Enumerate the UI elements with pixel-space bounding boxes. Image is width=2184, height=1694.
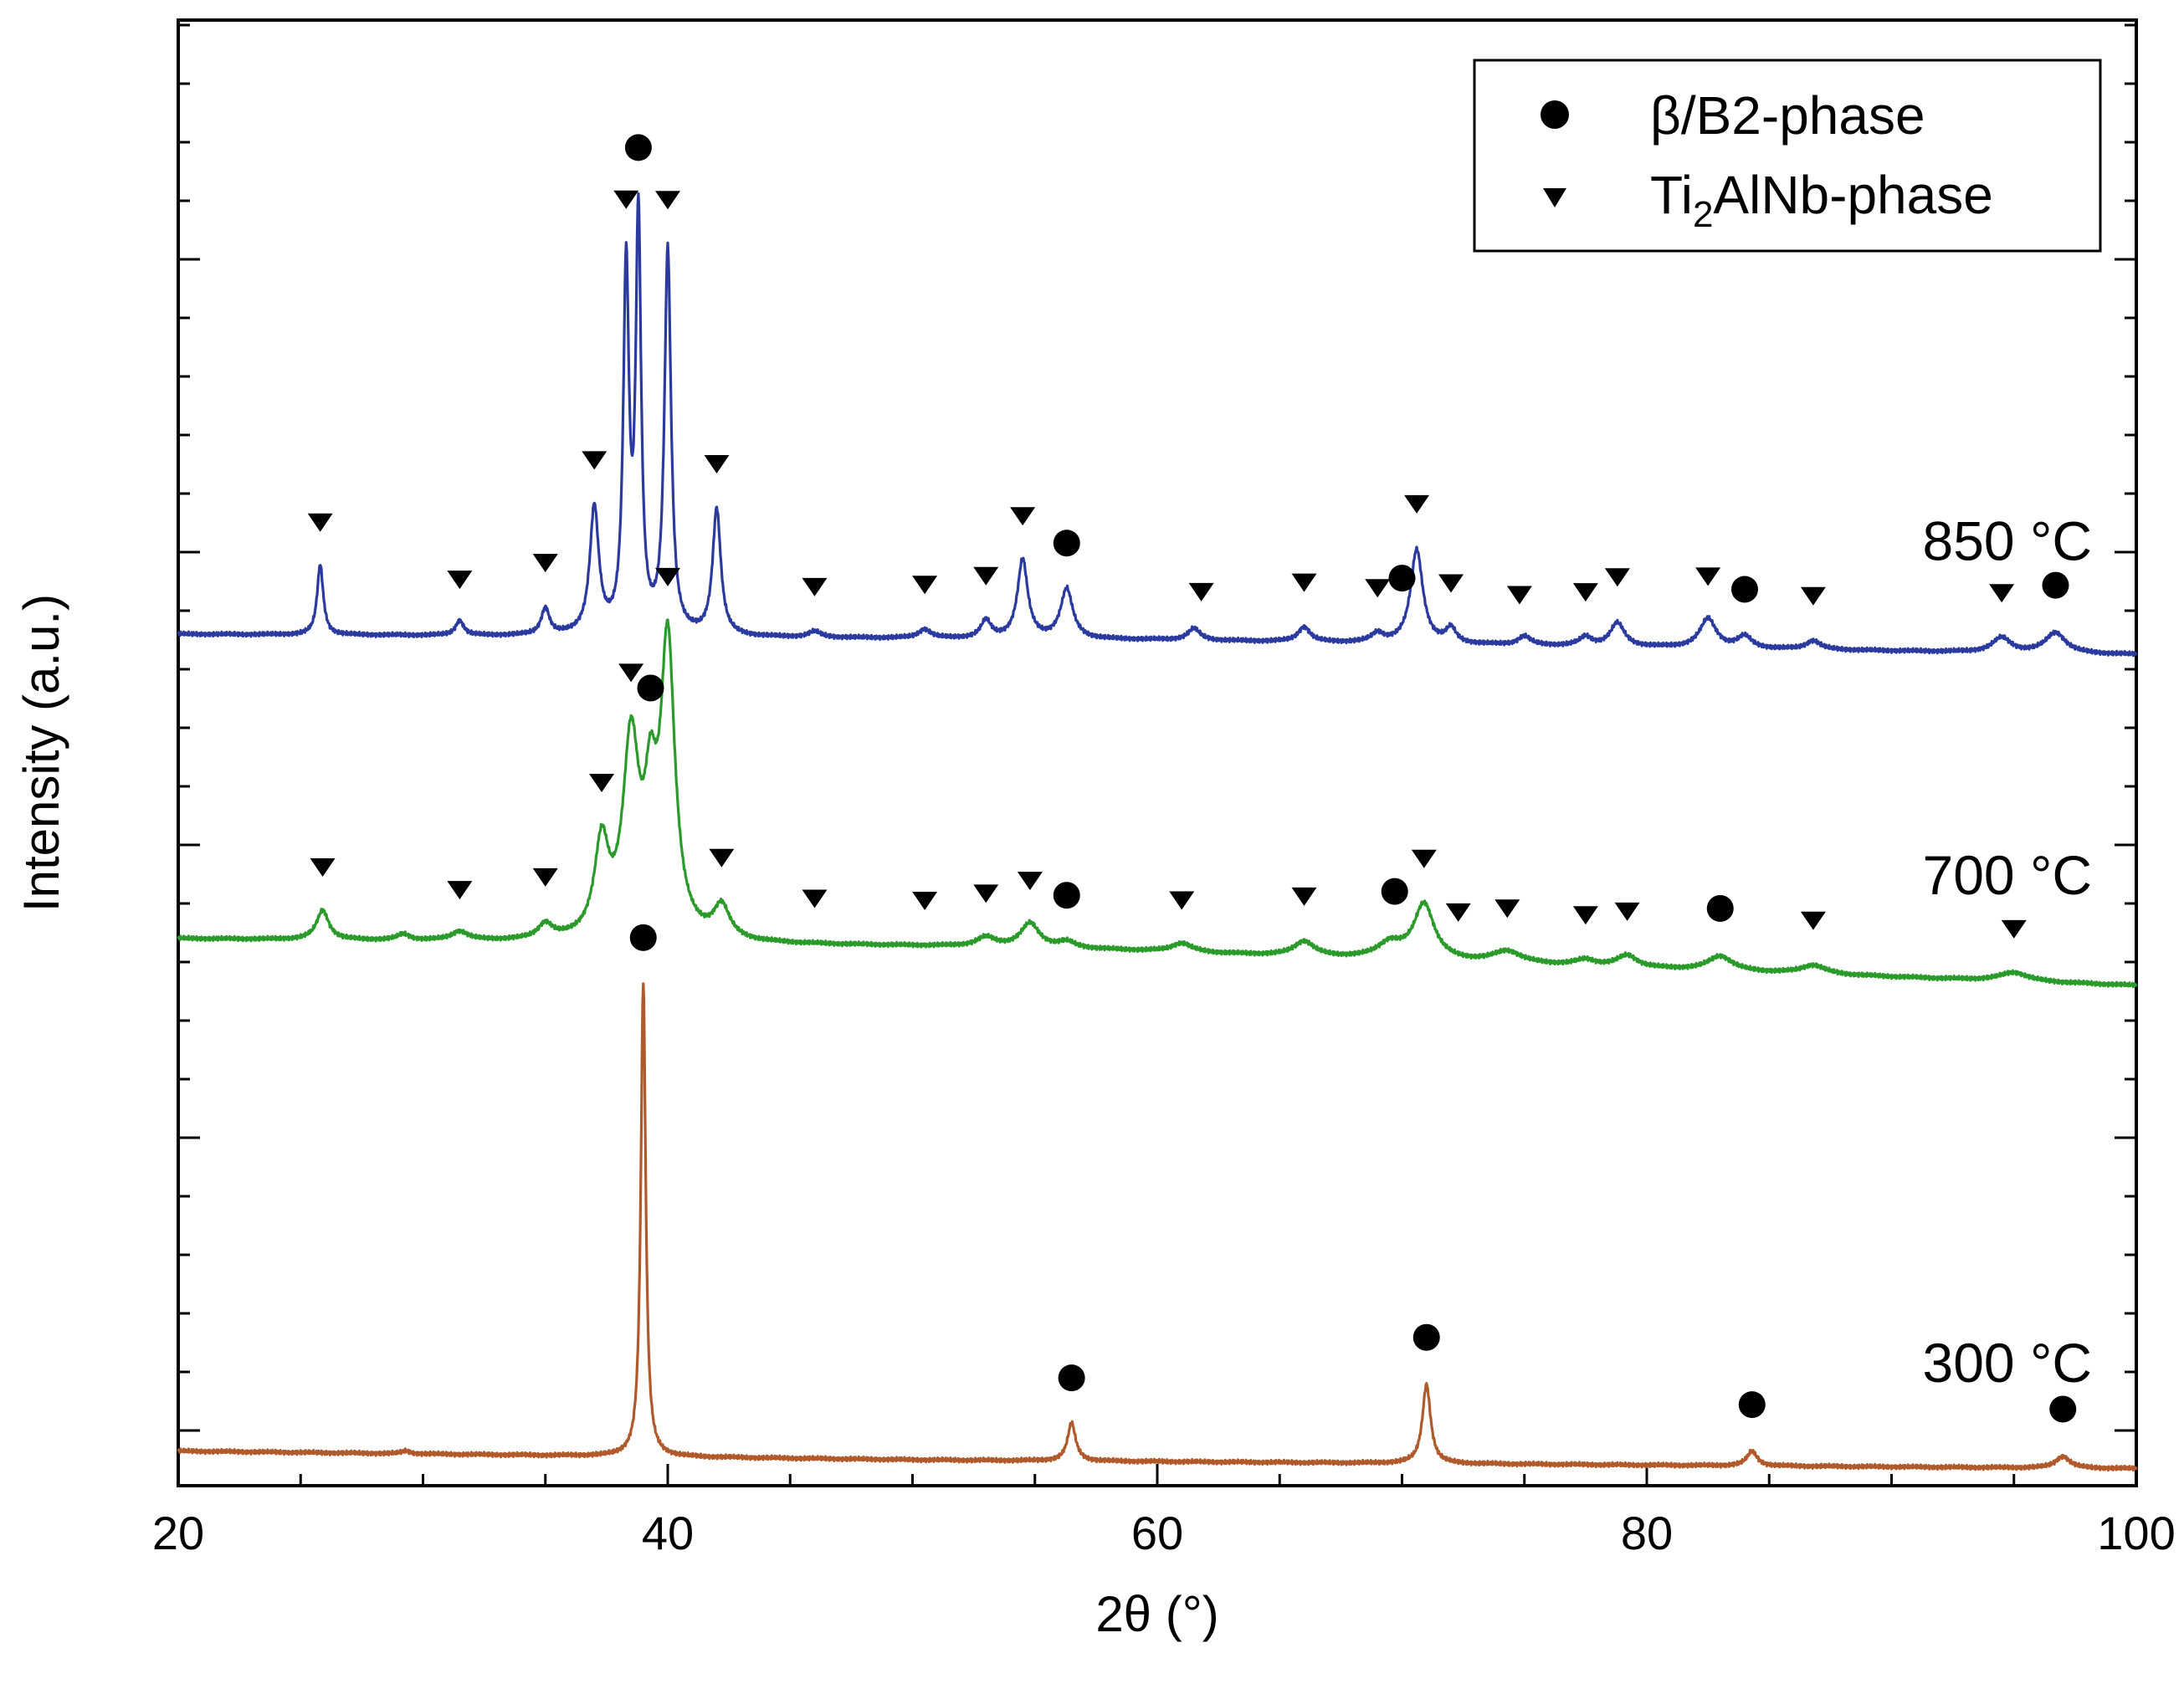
beta-b2-marker [1381, 878, 1408, 905]
beta-b2-marker [2042, 571, 2069, 599]
ti2alnb-marker [582, 451, 608, 470]
beta-b2-marker [624, 134, 652, 161]
ti2alnb-marker [1614, 902, 1640, 921]
beta-b2-marker [1058, 1364, 1085, 1392]
beta-b2-marker [1731, 576, 1758, 603]
ti2alnb-marker [613, 190, 639, 209]
ti2alnb-marker [1291, 887, 1317, 906]
beta-b2-marker [637, 674, 664, 702]
ti2alnb-marker [532, 554, 558, 573]
legend-label-sub: 2 [1693, 194, 1713, 235]
ti2alnb-marker [802, 577, 828, 596]
ti2alnb-marker [1572, 906, 1598, 925]
ti2alnb-marker [310, 857, 336, 877]
beta-b2-marker [1738, 1391, 1766, 1419]
beta-b2-marker [1053, 882, 1080, 909]
ti2alnb-marker [1506, 586, 1532, 605]
series-line-0 [177, 192, 2138, 658]
legend-label-rest: AlNb-phase [1713, 165, 1992, 225]
ti2alnb-marker [1404, 494, 1430, 514]
series-layer [177, 192, 2138, 1472]
ti2alnb-marker [704, 454, 730, 473]
ti2alnb-marker [1989, 584, 2015, 603]
ti2alnb-marker [1494, 899, 1520, 919]
ti2alnb-marker [1169, 891, 1195, 910]
ti2alnb-marker [589, 773, 615, 792]
ti2alnb-marker [912, 891, 938, 910]
legend-label-ti2alnb: Ti2AlNb-phase [1650, 165, 1993, 235]
ti2alnb-marker [307, 513, 333, 532]
series-labels: 850 °C 700 °C 300 °C [1922, 510, 2092, 1394]
ti2alnb-marker [2001, 919, 2027, 939]
ti2alnb-marker [618, 663, 644, 683]
series-label-2: 300 °C [1922, 1332, 2092, 1394]
x-tick-label: 40 [642, 1507, 694, 1559]
axis-ticks: 20 40 60 80 100 [152, 23, 2176, 1559]
x-tick-label: 100 [2097, 1507, 2175, 1559]
ti2alnb-marker [447, 571, 473, 590]
ti2alnb-marker [973, 884, 999, 903]
ti2alnb-marker [532, 867, 558, 887]
y-axis-title: Intensity (a.u.) [13, 594, 69, 912]
x-tick-label: 20 [152, 1507, 204, 1559]
ti2alnb-marker [1291, 573, 1317, 592]
legend-label-beta: β/B2-phase [1650, 85, 1925, 146]
x-tick-label: 80 [1621, 1507, 1673, 1559]
beta-b2-marker [2049, 1395, 2077, 1423]
ti2alnb-marker [802, 889, 828, 908]
series-line-2 [177, 982, 2138, 1472]
x-axis-title: 2θ (°) [1095, 1586, 1218, 1642]
ti2alnb-marker [1411, 849, 1437, 868]
ti2alnb-marker [1010, 507, 1036, 526]
beta-b2-marker [1412, 1323, 1440, 1351]
legend-label-ti: Ti [1650, 165, 1693, 225]
series-label-1: 700 °C [1922, 844, 2092, 906]
ti2alnb-marker [1572, 583, 1598, 602]
ti2alnb-marker [1800, 911, 1826, 930]
ti2alnb-marker [973, 566, 999, 586]
ti2alnb-marker [655, 567, 680, 586]
ti2alnb-marker [912, 576, 938, 595]
legend-triangle-marker [1543, 188, 1566, 207]
x-tick-label: 60 [1131, 1507, 1183, 1559]
beta-b2-marker [1706, 894, 1734, 922]
beta-b2-marker [1388, 565, 1416, 592]
ti2alnb-marker [1604, 568, 1630, 587]
legend-box [1473, 59, 2102, 253]
ti2alnb-marker [1017, 872, 1043, 891]
legend: β/B2-phase Ti2AlNb-phase [1473, 59, 2102, 253]
beta-b2-marker [1053, 530, 1080, 557]
series-line-1 [177, 618, 2138, 989]
legend-circle-marker [1541, 100, 1569, 129]
phase-markers [307, 134, 2077, 1423]
ti2alnb-marker [1445, 903, 1471, 922]
series-label-0: 850 °C [1922, 510, 2092, 572]
ti2alnb-marker [1800, 586, 1826, 606]
ti2alnb-marker [655, 191, 680, 210]
ti2alnb-marker [1365, 579, 1391, 598]
ti2alnb-marker [709, 848, 735, 867]
ti2alnb-marker [447, 881, 473, 900]
ti2alnb-marker [1438, 574, 1464, 593]
ti2alnb-marker [1188, 582, 1214, 601]
ti2alnb-marker [1695, 567, 1721, 586]
beta-b2-marker [629, 924, 657, 951]
